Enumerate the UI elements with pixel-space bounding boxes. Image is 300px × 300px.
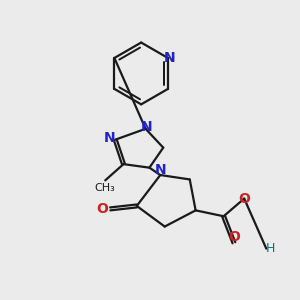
Text: O: O <box>228 230 240 244</box>
Text: O: O <box>238 192 250 206</box>
Text: N: N <box>140 120 152 134</box>
Text: N: N <box>154 163 166 177</box>
Text: N: N <box>164 51 175 65</box>
Text: H: H <box>266 242 275 255</box>
Text: O: O <box>96 202 108 216</box>
Text: N: N <box>104 131 116 145</box>
Text: CH₃: CH₃ <box>94 183 115 193</box>
